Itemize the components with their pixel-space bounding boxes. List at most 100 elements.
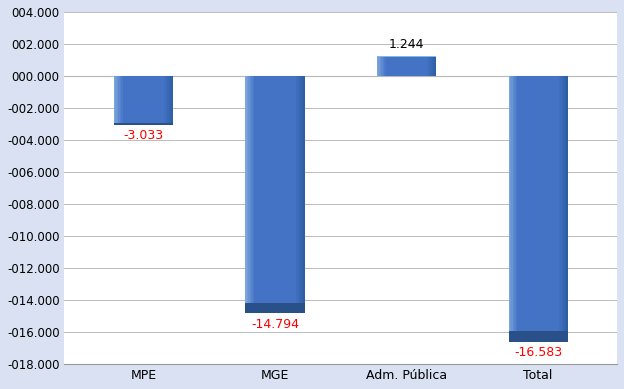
Bar [545, 76, 547, 342]
Bar [145, 76, 147, 124]
Bar [534, 76, 535, 342]
Bar [397, 56, 399, 76]
Bar [405, 56, 406, 76]
Bar [291, 76, 293, 313]
Bar [401, 56, 402, 76]
Bar [265, 76, 266, 313]
Bar [284, 76, 285, 313]
Bar [161, 76, 163, 124]
Bar [392, 56, 393, 76]
Bar [535, 76, 537, 342]
Bar [414, 56, 416, 76]
Bar [245, 76, 247, 313]
Bar [290, 76, 291, 313]
Bar [155, 76, 157, 124]
Bar [139, 76, 140, 124]
Bar [517, 76, 519, 342]
Bar [251, 76, 253, 313]
Bar [133, 76, 135, 124]
Bar [435, 56, 436, 76]
Bar [524, 76, 525, 342]
Bar [520, 76, 522, 342]
Bar [261, 76, 263, 313]
Bar [280, 76, 281, 313]
Bar [542, 76, 544, 342]
Bar [516, 76, 517, 342]
Bar [526, 76, 528, 342]
Bar [294, 76, 296, 313]
Bar [248, 76, 250, 313]
Bar [296, 76, 297, 313]
Bar [565, 76, 566, 342]
Bar [426, 56, 427, 76]
Bar [383, 56, 384, 76]
Bar [121, 76, 123, 124]
Bar [297, 76, 299, 313]
Bar [380, 56, 381, 76]
Bar [148, 76, 149, 124]
Bar [125, 76, 127, 124]
Bar [266, 76, 268, 313]
Bar [396, 56, 397, 76]
Bar [117, 76, 118, 124]
Bar [281, 76, 282, 313]
Bar [152, 76, 154, 124]
Bar [167, 76, 168, 124]
Bar [563, 76, 565, 342]
Bar [136, 76, 137, 124]
Bar [386, 56, 388, 76]
Bar [164, 76, 165, 124]
Bar [541, 76, 542, 342]
Bar [532, 76, 534, 342]
Bar [293, 76, 294, 313]
Bar [552, 76, 553, 342]
Bar [120, 76, 121, 124]
Bar [254, 76, 256, 313]
Bar [404, 56, 405, 76]
Bar [424, 56, 426, 76]
Bar [129, 76, 130, 124]
Bar [142, 76, 144, 124]
Bar [420, 56, 421, 76]
Bar [548, 76, 550, 342]
Bar [253, 76, 254, 313]
Bar [562, 76, 563, 342]
Bar [147, 76, 148, 124]
Bar [149, 76, 151, 124]
Bar [288, 76, 290, 313]
Bar [412, 56, 414, 76]
Bar [378, 56, 380, 76]
Bar [282, 76, 284, 313]
Bar [118, 76, 120, 124]
Bar [160, 76, 161, 124]
Bar [509, 76, 510, 342]
Bar [127, 76, 129, 124]
Bar [421, 56, 423, 76]
Bar [170, 76, 172, 124]
Text: 1.244: 1.244 [389, 38, 424, 51]
Bar [154, 76, 155, 124]
Bar [406, 56, 408, 76]
Bar [390, 56, 392, 76]
Bar [525, 76, 526, 342]
Bar [417, 56, 418, 76]
Bar [157, 76, 158, 124]
Bar [285, 76, 287, 313]
Bar [537, 76, 538, 342]
Bar [301, 76, 303, 313]
Bar [257, 76, 259, 313]
Bar [395, 56, 396, 76]
Bar [529, 76, 530, 342]
Bar [522, 76, 524, 342]
Bar [271, 76, 272, 313]
Bar [276, 76, 278, 313]
Bar [411, 56, 412, 76]
Bar [245, 303, 305, 313]
Bar [544, 76, 545, 342]
Bar [389, 56, 390, 76]
Bar [377, 56, 436, 57]
Bar [384, 56, 386, 76]
Bar [278, 76, 280, 313]
Bar [430, 56, 432, 76]
Bar [132, 76, 133, 124]
